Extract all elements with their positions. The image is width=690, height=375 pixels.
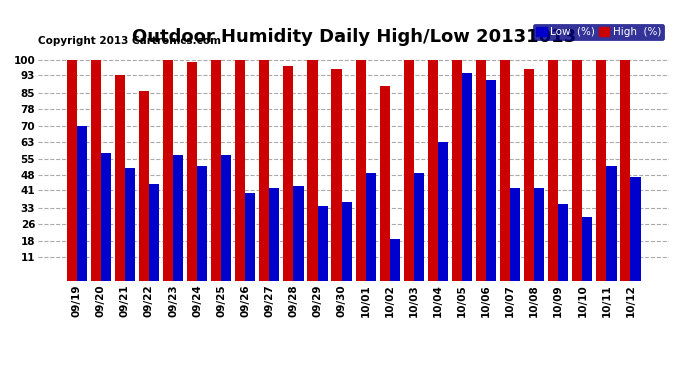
Legend: Low  (%), High  (%): Low (%), High (%) — [533, 24, 664, 40]
Bar — [67, 60, 77, 281]
Bar — [163, 60, 173, 281]
Bar — [366, 173, 376, 281]
Bar — [187, 62, 197, 281]
Bar — [259, 60, 269, 281]
Bar — [90, 60, 101, 281]
Bar — [428, 60, 438, 281]
Bar — [452, 60, 462, 281]
Bar — [115, 75, 125, 281]
Bar — [284, 66, 293, 281]
Bar — [500, 60, 510, 281]
Bar — [125, 168, 135, 281]
Bar — [524, 69, 534, 281]
Bar — [548, 60, 558, 281]
Bar — [582, 217, 593, 281]
Bar — [317, 206, 328, 281]
Text: Copyright 2013 Cartronics.com: Copyright 2013 Cartronics.com — [38, 36, 221, 46]
Title: Outdoor Humidity Daily High/Low 20131013: Outdoor Humidity Daily High/Low 20131013 — [132, 28, 575, 46]
Bar — [355, 60, 366, 281]
Bar — [631, 177, 640, 281]
Bar — [476, 60, 486, 281]
Bar — [534, 188, 544, 281]
Bar — [596, 60, 607, 281]
Bar — [438, 142, 448, 281]
Bar — [390, 239, 400, 281]
Bar — [77, 126, 87, 281]
Bar — [380, 86, 390, 281]
Bar — [245, 193, 255, 281]
Bar — [173, 155, 183, 281]
Bar — [607, 166, 617, 281]
Bar — [101, 153, 111, 281]
Bar — [235, 60, 245, 281]
Bar — [486, 80, 496, 281]
Bar — [139, 91, 149, 281]
Bar — [149, 184, 159, 281]
Bar — [572, 60, 582, 281]
Bar — [414, 173, 424, 281]
Bar — [620, 60, 631, 281]
Bar — [462, 73, 472, 281]
Bar — [269, 188, 279, 281]
Bar — [404, 60, 414, 281]
Bar — [558, 204, 569, 281]
Bar — [331, 69, 342, 281]
Bar — [510, 188, 520, 281]
Bar — [293, 186, 304, 281]
Bar — [211, 60, 221, 281]
Bar — [342, 201, 352, 281]
Bar — [197, 166, 207, 281]
Bar — [221, 155, 231, 281]
Bar — [308, 60, 317, 281]
